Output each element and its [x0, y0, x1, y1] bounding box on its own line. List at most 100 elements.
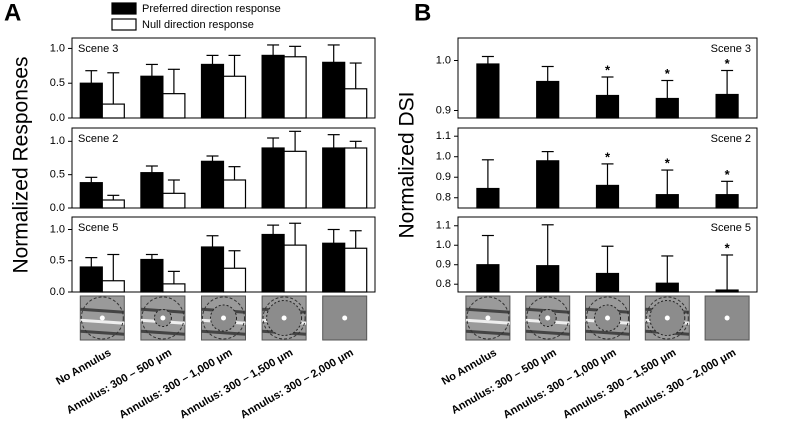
error-bar — [228, 250, 241, 269]
bar — [595, 272, 620, 293]
error-bar — [145, 63, 158, 77]
y-tick-label: 0.0 — [50, 286, 65, 298]
y-tick-label: 1.1 — [436, 130, 451, 142]
thumbnail-center — [342, 315, 348, 321]
x-tick-label: Annulus: 300 – 2,000 μm — [621, 347, 738, 421]
y-tick-label: 1.0 — [50, 135, 65, 147]
bar — [101, 199, 125, 209]
y-tick-label: 1.0 — [436, 239, 451, 251]
x-tick-label: Annulus: 300 – 1,500 μm — [561, 347, 678, 421]
error-bar — [289, 130, 302, 152]
bar — [162, 192, 186, 209]
thumbnail-texture — [80, 318, 125, 325]
bar — [79, 266, 103, 293]
error-bar — [267, 137, 280, 148]
bar — [655, 282, 679, 293]
error-bar — [85, 70, 98, 84]
error-bar — [541, 65, 554, 82]
significance-star: * — [725, 240, 731, 255]
bar — [162, 283, 186, 293]
error-bar — [85, 176, 98, 183]
thumbnail-outline — [586, 296, 629, 340]
stimulus-thumbnail — [261, 295, 307, 341]
y-tick-label: 0.9 — [436, 104, 451, 116]
y-tick-label: 1.0 — [436, 54, 451, 66]
thumbnail-center — [664, 315, 670, 321]
y-tick-label: 1.1 — [436, 220, 451, 232]
bar — [140, 172, 164, 209]
thumbnail-outline — [202, 296, 245, 340]
thumbnail-center — [281, 315, 287, 321]
x-tick-label: Annulus: 300 – 1,500 μm — [178, 347, 295, 421]
bar — [595, 94, 620, 119]
bar — [200, 246, 225, 293]
x-tick-label: No Annulus — [54, 347, 113, 388]
y-tick-label: 1.0 — [436, 151, 451, 163]
significance-star: * — [725, 56, 731, 71]
error-bar — [145, 253, 158, 260]
x-tick-label: Annulus: 300 – 2,000 μm — [238, 347, 355, 421]
bar — [140, 258, 164, 293]
x-tick-label: Annulus: 300 – 500 μm — [449, 347, 558, 417]
bar — [476, 187, 500, 209]
error-bar — [327, 134, 340, 148]
error-bar — [349, 230, 362, 249]
bar — [476, 63, 500, 119]
error-bar — [721, 69, 734, 95]
error-bar — [481, 234, 494, 265]
subplot-title: Scene 3 — [711, 43, 751, 55]
legend-label: Preferred direction response — [142, 3, 281, 15]
error-bar — [661, 79, 674, 99]
thumbnail-center — [724, 315, 730, 321]
bar — [344, 247, 368, 293]
bar — [222, 179, 247, 209]
subplot-title: Scene 2 — [78, 133, 118, 145]
stimulus-thumbnail — [201, 295, 246, 341]
thumbnail-outline — [262, 296, 306, 340]
bar — [344, 147, 368, 209]
thumbnail-texture — [80, 307, 125, 314]
error-bar — [661, 169, 674, 195]
bar — [79, 82, 103, 119]
thumbnail-outline — [80, 296, 124, 340]
bar — [140, 75, 164, 119]
error-bar — [349, 62, 362, 89]
bar — [322, 61, 346, 119]
error-bar — [206, 54, 219, 65]
subplot-title: Scene 2 — [711, 133, 751, 145]
thumbnail-center — [160, 315, 166, 321]
error-bar — [206, 155, 219, 162]
error-bar — [289, 222, 302, 246]
error-bar — [267, 224, 280, 235]
significance-star: * — [605, 62, 611, 77]
thumbnail-texture — [465, 318, 511, 325]
bar — [200, 63, 225, 119]
thumbnail-center — [221, 315, 226, 321]
bar — [476, 264, 500, 293]
significance-star: * — [665, 155, 671, 170]
bar — [715, 289, 739, 293]
bar — [200, 160, 225, 209]
bar — [655, 97, 679, 119]
panel-label: B — [414, 0, 431, 26]
error-bar — [327, 44, 340, 63]
stimulus-thumbnail — [465, 295, 511, 341]
bar — [283, 56, 307, 119]
y-tick-label: 0.0 — [50, 202, 65, 214]
error-bar — [107, 72, 120, 105]
y-tick-label: 0.5 — [50, 77, 65, 89]
error-bar — [85, 257, 98, 267]
error-bar — [481, 55, 494, 64]
error-bar — [601, 245, 614, 274]
bar — [536, 160, 560, 209]
x-tick-label: Annulus: 300 – 500 μm — [65, 347, 174, 417]
bar — [261, 233, 285, 293]
error-bar — [541, 150, 554, 161]
stimulus-thumbnail — [525, 295, 571, 341]
error-bar — [228, 54, 241, 77]
legend-label: Null direction response — [142, 19, 254, 31]
thumbnail-texture — [465, 307, 511, 314]
error-bar — [541, 224, 554, 266]
thumbnail-outline — [141, 296, 185, 340]
